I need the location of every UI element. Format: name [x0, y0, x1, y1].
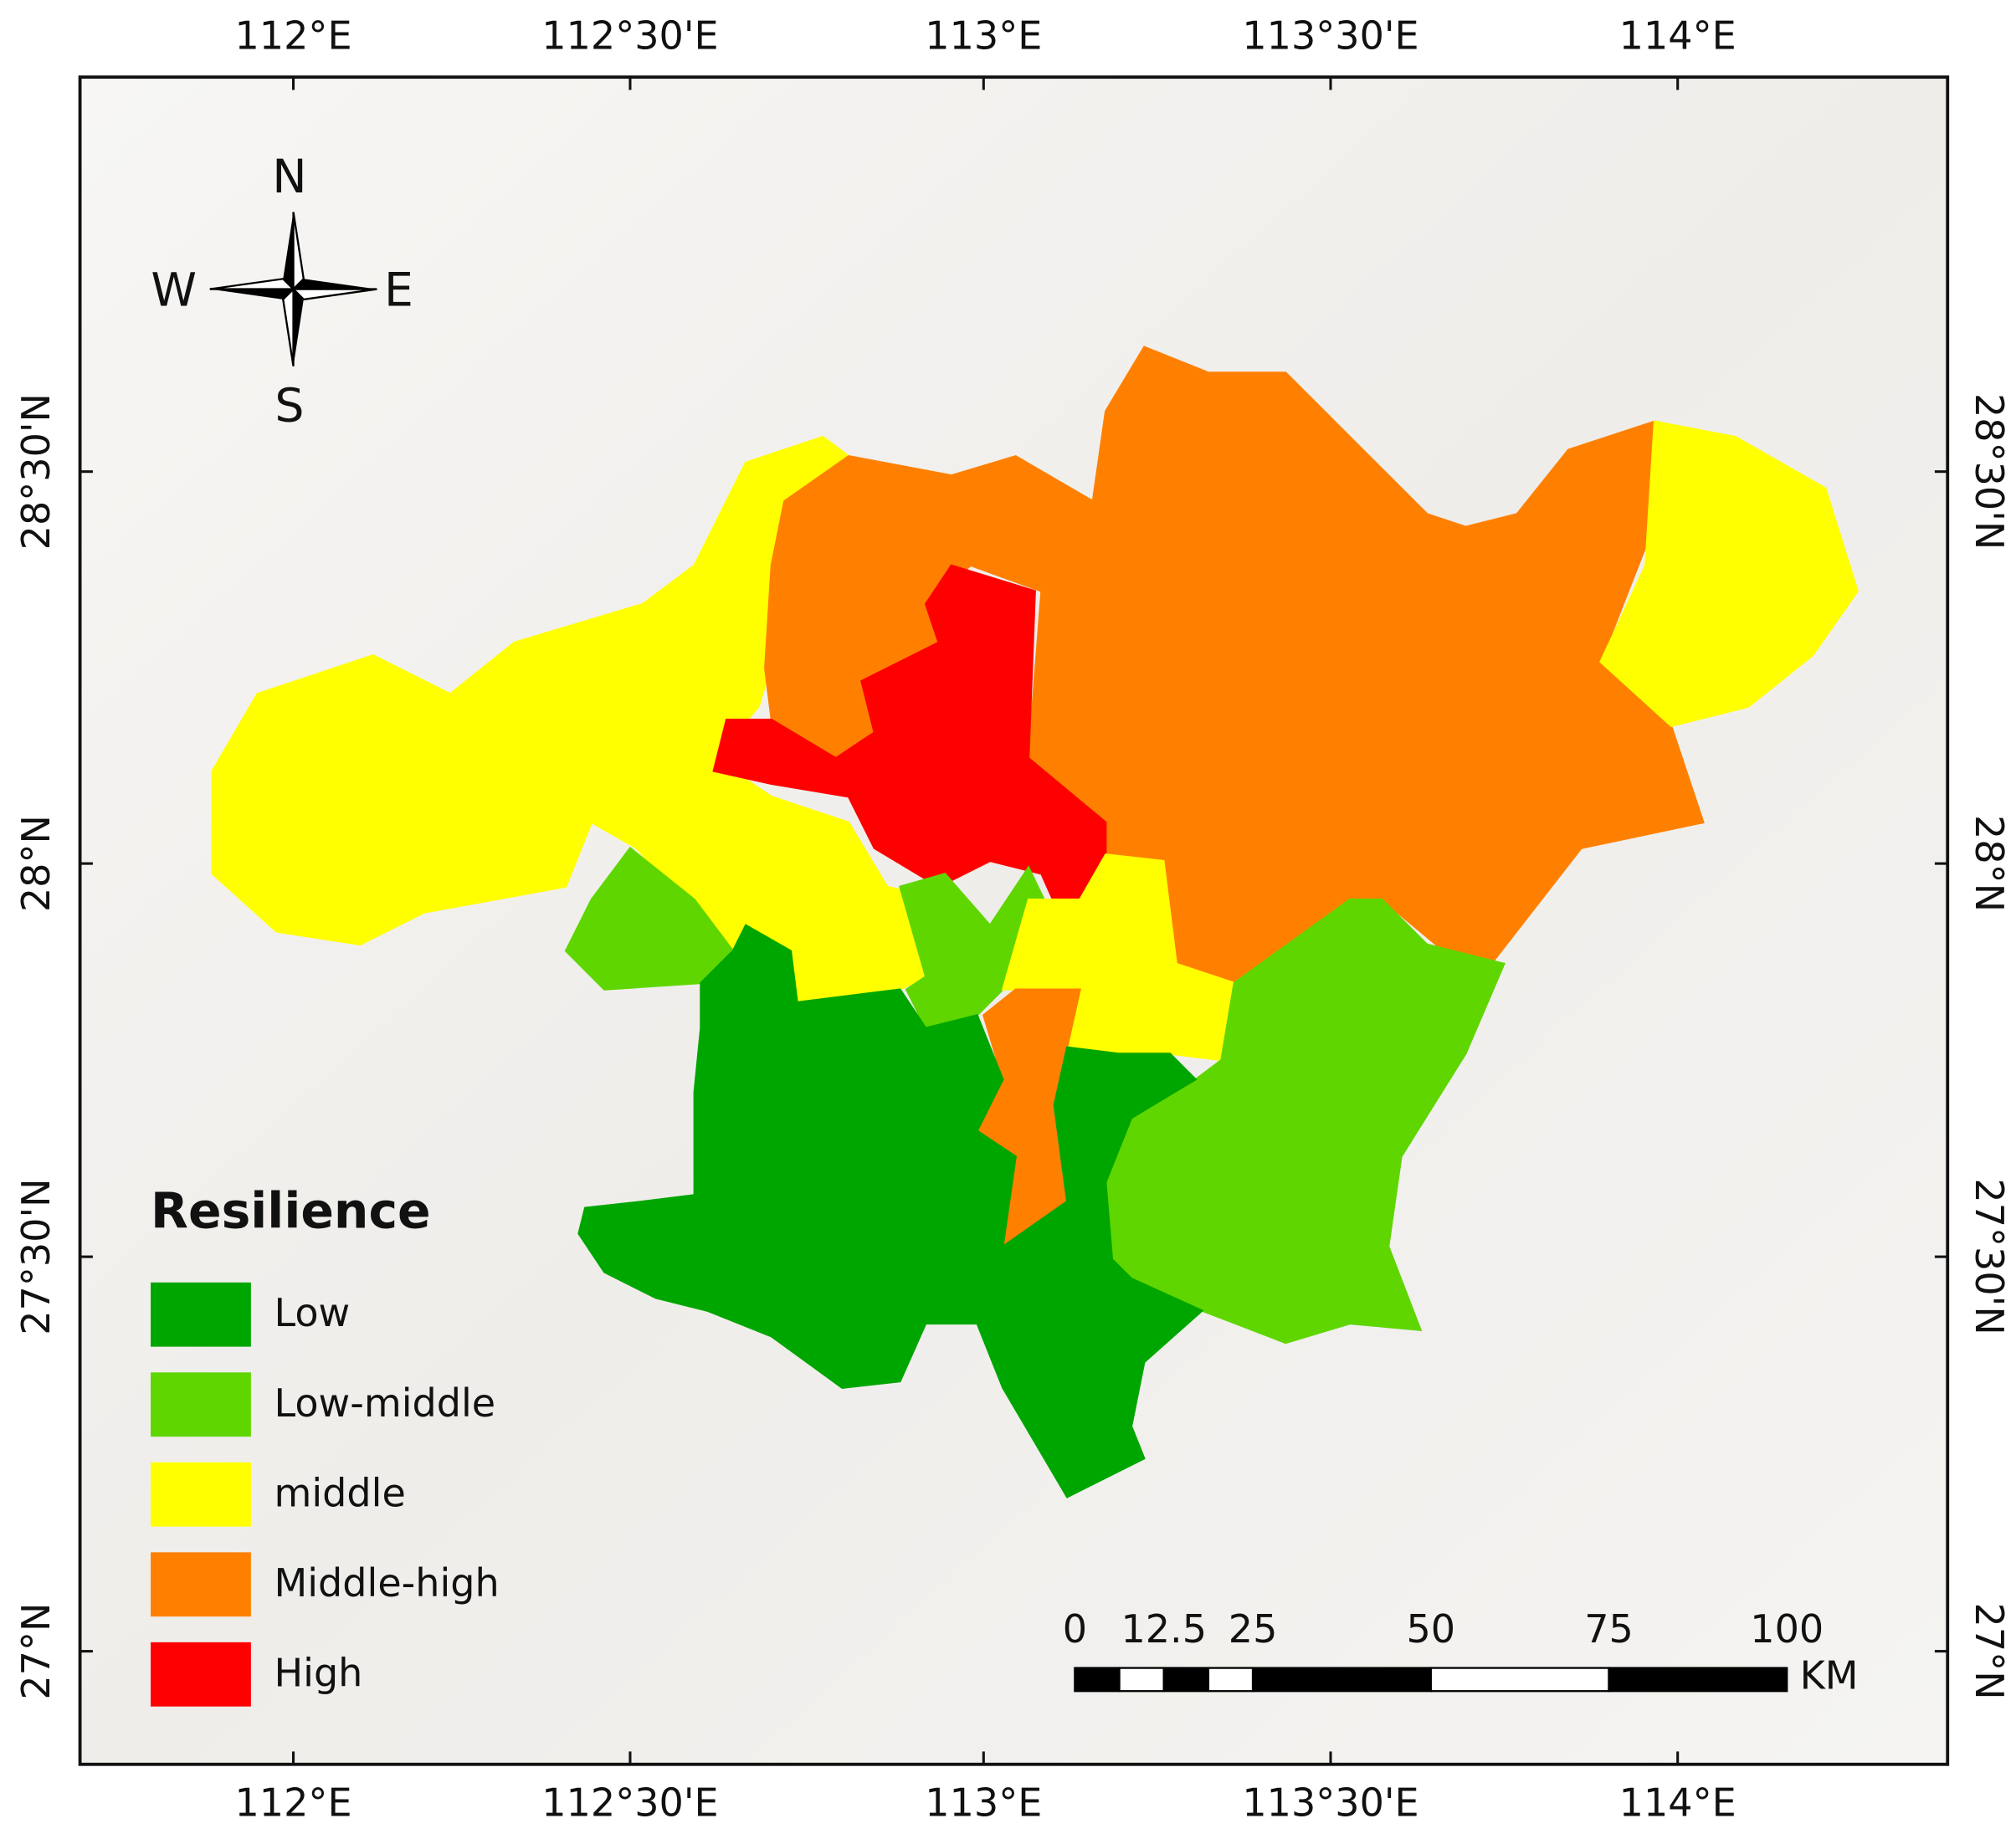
scale-unit: KM: [1800, 1652, 1859, 1698]
region: [564, 847, 735, 991]
scale-label: 50: [1406, 1606, 1455, 1652]
latitude-label: 27°N: [13, 1603, 59, 1700]
scale-segment: [1608, 1667, 1788, 1693]
legend-swatch: [151, 1372, 251, 1437]
longitude-label: 112°E: [235, 13, 352, 59]
legend-label: middle: [274, 1470, 406, 1515]
longitude-label: 112°30'E: [541, 13, 718, 59]
regions: [211, 346, 1859, 1498]
scale-label: 75: [1584, 1606, 1634, 1652]
legend-swatch: [151, 1282, 251, 1347]
scale-segment: [1162, 1667, 1210, 1693]
legend: Low Low-middle middle Middle-high High: [151, 1282, 500, 1707]
latitude-label: 28°30'N: [13, 393, 59, 550]
scale-segment: [1118, 1667, 1165, 1693]
legend-swatch: [151, 1642, 251, 1707]
latitude-label: 27°30'N: [1967, 1178, 2012, 1334]
compass-rose: N S W E: [151, 151, 413, 433]
longitude-label: 114°E: [1619, 13, 1736, 59]
legend-label: Middle-high: [274, 1560, 500, 1606]
compass-east: E: [384, 264, 413, 317]
longitude-label: 112°30'E: [541, 1780, 718, 1825]
latitude-label: 28°30'N: [1967, 393, 2012, 550]
legend-title: Resilience: [151, 1183, 431, 1240]
scale-label: 25: [1229, 1606, 1278, 1652]
longitude-label: 113°E: [925, 1780, 1042, 1825]
compass-north: N: [272, 151, 306, 204]
latitude-label: 27°N: [1967, 1603, 2012, 1700]
longitude-label: 114°E: [1619, 1780, 1736, 1825]
legend-label: Low: [274, 1290, 351, 1335]
compass-south: S: [274, 380, 304, 433]
scale-segment: [1207, 1667, 1254, 1693]
region: [712, 564, 1107, 935]
latitude-label: 27°30'N: [13, 1178, 59, 1334]
legend-label: Low-middle: [274, 1380, 496, 1426]
region: [211, 435, 940, 1004]
scale-segment: [1429, 1667, 1610, 1693]
longitude-label: 113°E: [925, 13, 1042, 59]
scale-label: 100: [1750, 1606, 1824, 1652]
scale-segment: [1251, 1667, 1432, 1693]
coordinate-labels: 112°E 112°30'E 113°E 113°30'E 114°E 112°E 112°…: [13, 13, 2012, 1826]
scale-label: 0: [1063, 1606, 1087, 1652]
legend-swatch: [151, 1462, 251, 1527]
legend-label: High: [274, 1650, 363, 1695]
longitude-label: 113°30'E: [1242, 13, 1418, 59]
map-frame: [78, 75, 1950, 1766]
region: [1599, 420, 1859, 728]
longitude-label: 113°30'E: [1242, 1780, 1418, 1825]
latitude-label: 28°N: [1967, 815, 2012, 912]
region: [577, 924, 1204, 1498]
compass-west: W: [151, 264, 197, 317]
longitude-label: 112°E: [235, 1780, 352, 1825]
scale-segment: [1074, 1667, 1121, 1693]
scale-label: 12.5: [1121, 1606, 1207, 1652]
latitude-label: 28°N: [13, 815, 59, 912]
legend-swatch: [151, 1552, 251, 1617]
